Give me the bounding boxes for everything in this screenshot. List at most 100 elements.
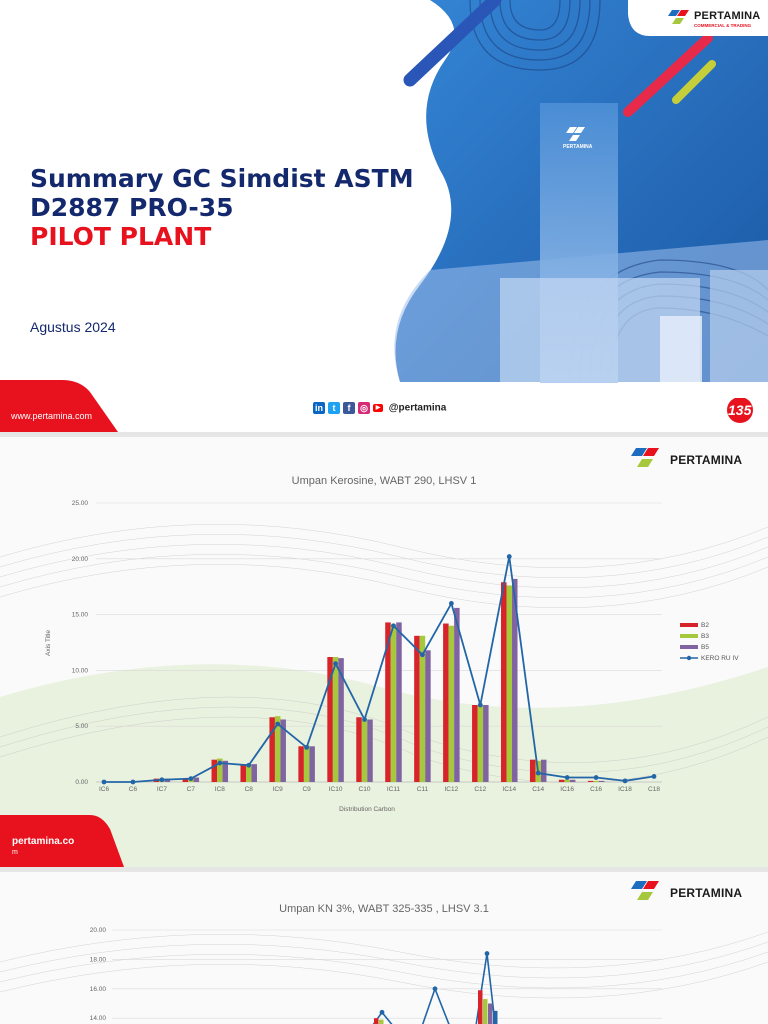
bar-b5	[193, 777, 200, 782]
linkedin-icon[interactable]: in	[313, 402, 325, 414]
x-tick-label: C14	[532, 786, 544, 793]
legend-label: B3	[701, 633, 709, 640]
line-point	[484, 951, 490, 956]
twitter-icon[interactable]: t	[328, 402, 340, 414]
bar-b5	[367, 719, 373, 782]
bar	[478, 990, 483, 1024]
footer-url[interactable]: pertamina.co m	[12, 837, 74, 858]
line-point	[246, 762, 252, 768]
tower-logo: PERTAMINA	[563, 126, 597, 150]
instagram-icon[interactable]: ◎	[358, 402, 370, 414]
bar-b5	[454, 607, 460, 782]
social-row: in t f ◎ ▶ @pertamina	[313, 402, 446, 414]
line-point	[448, 601, 454, 606]
bar-b2	[558, 779, 565, 782]
line-point	[159, 777, 165, 783]
bar-b5	[540, 759, 547, 782]
website-link[interactable]: www.pertamina.com	[11, 411, 93, 421]
chart-2: 14.00 16.00 18.00 20.00	[90, 927, 662, 1024]
slide-2-background	[0, 524, 768, 867]
facebook-icon[interactable]: f	[343, 402, 355, 414]
line-point	[362, 717, 367, 722]
x-tick-label: IC14	[502, 786, 516, 793]
x-tick-label: C8	[245, 786, 254, 793]
title-line-3: PILOT PLANT	[30, 222, 212, 251]
bar-b5	[396, 622, 402, 782]
title-line-1: Summary GC Simdist ASTM	[30, 164, 414, 193]
x-tick-label: IC10	[329, 786, 343, 793]
anniversary-number: 135	[728, 402, 752, 418]
legend-label: B5	[701, 644, 709, 651]
chart-slide-2: PERTAMINA Umpan KN 3%, WABT 325-335 , LH…	[0, 872, 768, 1024]
bar-b3	[245, 764, 252, 782]
y-tick-label: 16.00	[90, 986, 107, 993]
bar-b3	[274, 716, 281, 782]
bar	[488, 1003, 493, 1024]
line-kero-ru-iv	[104, 556, 655, 783]
footer-url-line-1: pertamina.co	[12, 836, 75, 847]
y-axis-title: Axis Title	[45, 630, 52, 656]
y-tick-label: 15.00	[72, 612, 89, 619]
bar-b5	[280, 719, 286, 782]
brand-name: PERTAMINA	[670, 453, 743, 467]
y-tick-label: 18.00	[90, 956, 107, 963]
tower-logo-mark-icon	[566, 127, 585, 141]
legend-swatch-b3	[680, 634, 698, 638]
bar-b2	[385, 622, 391, 782]
bar-b5	[512, 578, 518, 782]
anniversary-badge: 135	[724, 392, 756, 424]
line-point	[622, 778, 628, 784]
bar-b3	[593, 780, 599, 782]
bar-b5	[425, 650, 431, 782]
bar-b3	[448, 625, 455, 782]
bar-b5	[251, 764, 257, 782]
x-tick-label: C16	[590, 786, 602, 793]
bar-b5	[483, 704, 489, 782]
youtube-icon[interactable]: ▶	[373, 404, 383, 412]
line-point	[564, 775, 570, 780]
x-tick-label: C10	[359, 786, 371, 793]
bar-b3	[217, 758, 223, 782]
y-tick-label: 25.00	[72, 500, 89, 507]
x-tick-label: C9	[302, 786, 311, 793]
line-point	[391, 623, 396, 629]
bar-b5	[338, 658, 344, 782]
bar	[374, 1018, 379, 1024]
pertamina-logo-mark-icon	[631, 881, 659, 900]
bar-b3	[477, 704, 484, 782]
line-point	[432, 986, 438, 992]
x-tick-label: C18	[648, 786, 660, 793]
x-tick-label: IC12	[445, 786, 459, 793]
bar-b2	[240, 764, 246, 782]
line-point	[217, 760, 223, 766]
line-point	[333, 661, 338, 667]
x-tick-label: C11	[417, 786, 429, 793]
x-tick-label: C12	[474, 786, 486, 793]
x-tick-label: IC7	[157, 786, 168, 793]
bar-b2	[298, 746, 304, 782]
legend-label: KERO RU IV	[701, 655, 739, 662]
bar-b3	[564, 779, 570, 782]
y-tick-label: 5.00	[75, 723, 88, 730]
bar-b3	[419, 635, 426, 782]
line-point	[651, 774, 657, 779]
bar-b2	[414, 635, 420, 782]
bar-b3	[361, 719, 368, 782]
bar-b3	[332, 657, 339, 782]
social-handle[interactable]: @pertamina	[388, 402, 447, 414]
bar-b2	[211, 759, 218, 782]
bar-b5	[569, 779, 576, 782]
line-point	[101, 779, 107, 785]
title-slide-artwork	[0, 0, 768, 432]
x-tick-label: IC11	[387, 786, 401, 793]
y-tick-label: 10.00	[72, 667, 89, 674]
bar-b2	[327, 657, 333, 782]
date-label: Agustus 2024	[30, 319, 116, 335]
bar-b2	[182, 778, 189, 782]
pertamina-logo-mark-icon	[668, 10, 689, 24]
x-tick-label: IC16	[560, 786, 574, 793]
bar-b5	[309, 746, 315, 782]
line-point	[188, 776, 194, 782]
x-tick-label: IC8	[215, 786, 226, 793]
tower-brand-label: PERTAMINA	[563, 144, 593, 150]
